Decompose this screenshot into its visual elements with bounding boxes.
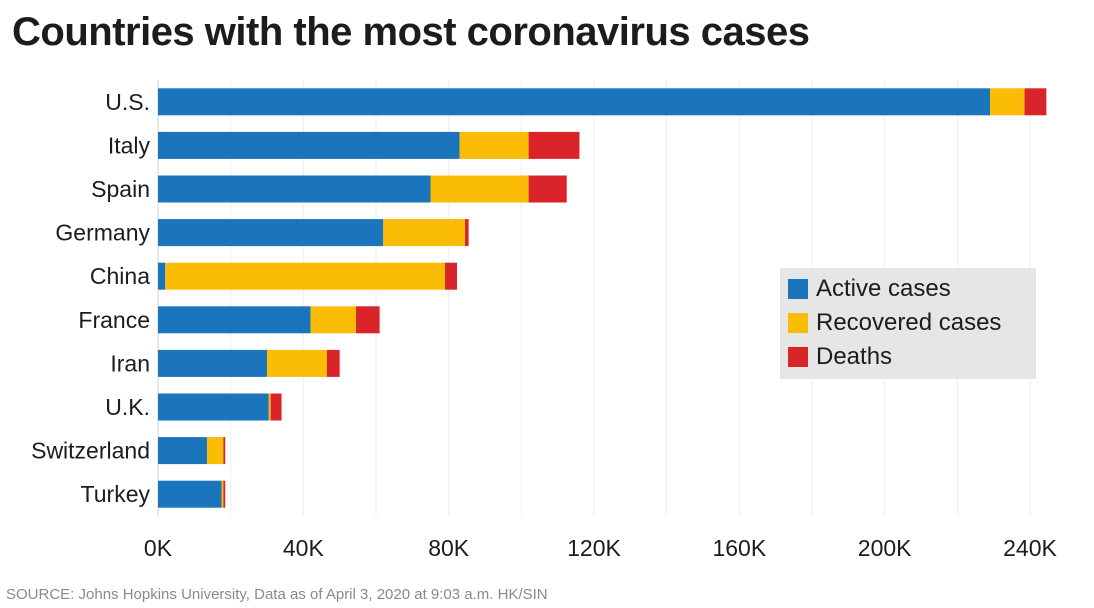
legend-swatch: [788, 279, 808, 299]
bar-recovered-cases-1: [459, 131, 529, 159]
x-tick-label: 0K: [144, 535, 173, 561]
legend-label: Recovered cases: [816, 309, 1002, 336]
x-tick-label: 80K: [428, 535, 470, 561]
bar-recovered-cases-7: [268, 393, 271, 421]
bars: [158, 88, 1047, 508]
category-label: Germany: [55, 220, 150, 246]
legend-item: Deaths: [788, 343, 893, 370]
x-tick-label: 240K: [1003, 535, 1057, 561]
category-label: Turkey: [81, 481, 151, 507]
bar-deaths-2: [528, 175, 567, 203]
legend: Active cases Recovered cases Deaths: [780, 268, 1036, 379]
bar-active-cases-3: [158, 219, 384, 247]
legend-swatch: [788, 313, 808, 333]
category-label: Italy: [108, 132, 151, 158]
x-tick-label: 120K: [567, 535, 621, 561]
bar-active-cases-1: [158, 131, 460, 159]
category-label: Switzerland: [31, 438, 150, 464]
x-tick-labels: 0K 40K 80K 120K 160K 200K 240K: [144, 535, 1058, 561]
category-labels: U.S. Italy Spain Germany China France Iran U.K.…: [31, 89, 150, 507]
category-label: Iran: [110, 350, 150, 376]
bar-deaths-9: [223, 480, 226, 508]
bar-recovered-cases-8: [207, 437, 224, 465]
chart-title: Countries with the most coronavirus case…: [12, 10, 810, 54]
category-label: France: [78, 307, 150, 333]
category-label: China: [90, 263, 150, 289]
bar-deaths-1: [528, 131, 580, 159]
x-tick-label: 200K: [858, 535, 912, 561]
legend-label: Active cases: [816, 275, 951, 302]
legend-item: Recovered cases: [788, 309, 1002, 336]
category-label: Spain: [91, 176, 150, 202]
bar-active-cases-2: [158, 175, 431, 203]
legend-label: Deaths: [816, 343, 893, 370]
bar-deaths-5: [356, 306, 380, 334]
bar-deaths-6: [326, 349, 340, 377]
bar-recovered-cases-4: [165, 262, 446, 290]
bar-recovered-cases-0: [990, 88, 1025, 116]
bar-active-cases-4: [158, 262, 166, 290]
bar-deaths-3: [465, 219, 469, 247]
bar-active-cases-6: [158, 349, 267, 377]
bar-active-cases-0: [158, 88, 991, 116]
legend-swatch: [788, 347, 808, 367]
bar-deaths-0: [1024, 88, 1047, 116]
category-label: U.S.: [105, 89, 150, 115]
bar-deaths-4: [445, 262, 458, 290]
legend-item: Active cases: [788, 275, 951, 302]
bar-active-cases-5: [158, 306, 311, 334]
category-label: U.K.: [105, 394, 150, 420]
bar-deaths-8: [223, 437, 226, 465]
x-tick-label: 40K: [283, 535, 325, 561]
bar-recovered-cases-3: [383, 219, 466, 247]
bar-recovered-cases-6: [267, 349, 327, 377]
bar-recovered-cases-9: [221, 480, 224, 508]
x-tick-label: 160K: [712, 535, 766, 561]
source-note: SOURCE: Johns Hopkins University, Data a…: [6, 586, 548, 603]
bar-active-cases-9: [158, 480, 222, 508]
bar-deaths-7: [270, 393, 282, 421]
bar-recovered-cases-5: [310, 306, 357, 334]
bar-active-cases-7: [158, 393, 269, 421]
bar-recovered-cases-2: [430, 175, 529, 203]
bar-active-cases-8: [158, 437, 208, 465]
